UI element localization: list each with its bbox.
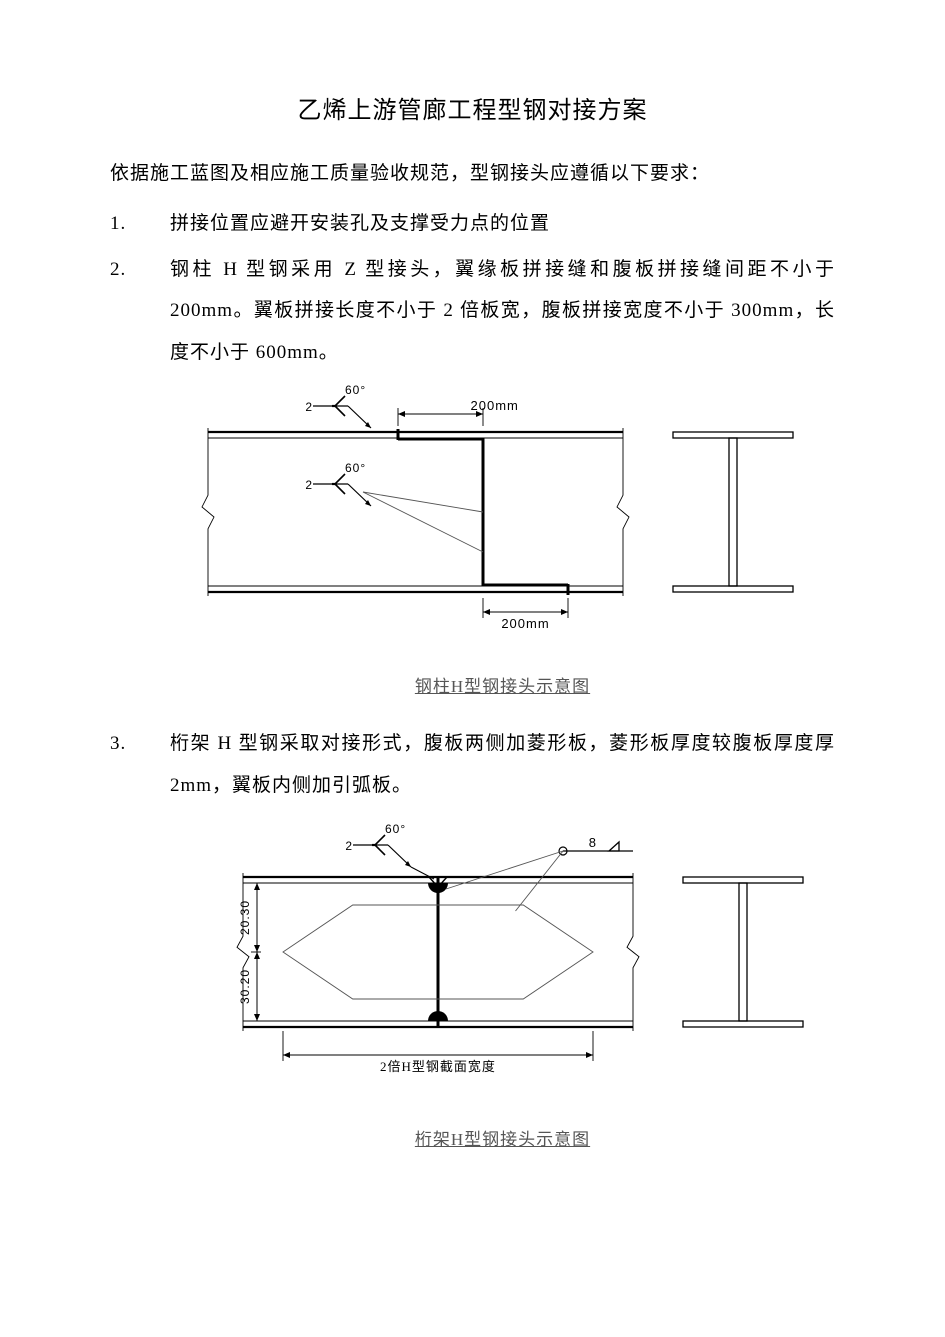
- list-item: 桁架 H 型钢采取对接形式，腹板两侧加菱形板，菱形板厚度较腹板厚度厚 2mm，翼…: [110, 723, 835, 1158]
- svg-text:2: 2: [305, 478, 313, 492]
- list-item-text: 桁架 H 型钢采取对接形式，腹板两侧加菱形板，菱形板厚度较腹板厚度厚 2mm，翼…: [170, 733, 835, 796]
- svg-text:2: 2: [345, 839, 353, 853]
- svg-text:60°: 60°: [345, 461, 366, 475]
- svg-text:60°: 60°: [345, 383, 366, 397]
- svg-text:30.20: 30.20: [238, 969, 252, 1004]
- list-item: 钢柱 H 型钢采用 Z 型接头，翼缘板拼接缝和腹板拼接缝间距不小于200mm。翼…: [110, 249, 835, 706]
- svg-text:60°: 60°: [385, 822, 406, 836]
- column-h-joint-diagram: 200mm 200mm 60° 2 60° 2: [183, 382, 823, 642]
- truss-h-joint-diagram: 60° 2 8 2倍H型钢截面宽度 20.30 30.20: [183, 815, 823, 1095]
- figure-1-caption: 钢柱H型钢接头示意图: [170, 668, 835, 705]
- figure-1: 200mm 200mm 60° 2 60° 2: [170, 382, 835, 658]
- document-title: 乙烯上游管廊工程型钢对接方案: [110, 90, 835, 125]
- figure-2: 60° 2 8 2倍H型钢截面宽度 20.30 30.20: [170, 815, 835, 1111]
- list-item: 拼接位置应避开安装孔及支撑受力点的位置: [110, 203, 835, 245]
- svg-text:2: 2: [305, 400, 313, 414]
- svg-text:8: 8: [588, 835, 596, 850]
- svg-text:2倍H型钢截面宽度: 2倍H型钢截面宽度: [380, 1059, 496, 1074]
- svg-text:20.30: 20.30: [238, 900, 252, 935]
- intro-paragraph: 依据施工蓝图及相应施工质量验收规范，型钢接头应遵循以下要求：: [110, 153, 835, 195]
- figure-2-caption: 桁架H型钢接头示意图: [170, 1121, 835, 1158]
- requirements-list: 拼接位置应避开安装孔及支撑受力点的位置 钢柱 H 型钢采用 Z 型接头，翼缘板拼…: [110, 203, 835, 1158]
- svg-text:200mm: 200mm: [501, 616, 549, 631]
- svg-text:200mm: 200mm: [470, 398, 518, 413]
- list-item-text: 钢柱 H 型钢采用 Z 型接头，翼缘板拼接缝和腹板拼接缝间距不小于200mm。翼…: [170, 259, 835, 364]
